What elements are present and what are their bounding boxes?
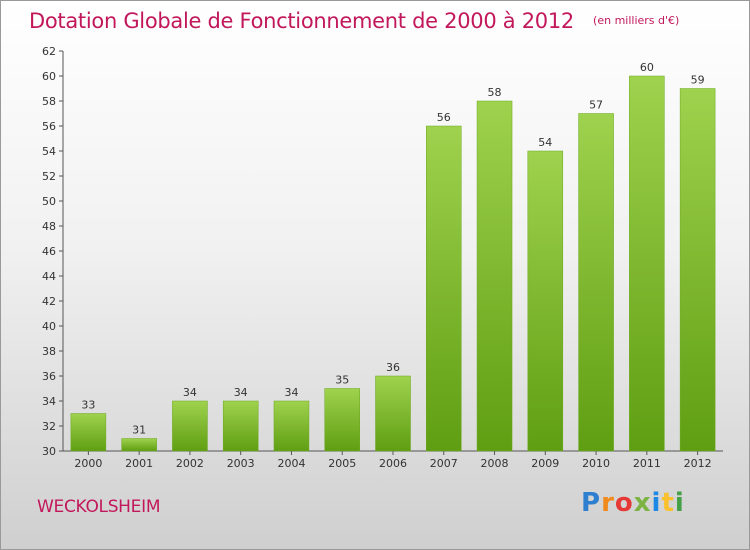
x-tick-label: 2012 [684, 457, 712, 470]
y-tick-label: 48 [42, 220, 56, 233]
x-tick-label: 2006 [379, 457, 407, 470]
bar-2009 [527, 150, 564, 452]
y-tick-label: 30 [42, 445, 56, 458]
data-label: 59 [691, 74, 705, 87]
x-tick-label: 2011 [633, 457, 661, 470]
logo-letter: x [633, 488, 652, 518]
chart-title: Dotation Globale de Fonctionnement de 20… [29, 9, 574, 33]
y-tick-label: 32 [42, 420, 56, 433]
logo-letter: r [601, 488, 615, 518]
commune-name: WECKOLSHEIM [37, 497, 161, 517]
bar-2008 [476, 100, 513, 452]
x-tick-label: 2000 [74, 457, 102, 470]
data-label: 56 [437, 111, 451, 124]
y-tick-label: 40 [42, 320, 56, 333]
data-label: 34 [183, 386, 197, 399]
data-label: 60 [640, 61, 654, 74]
x-tick-label: 2001 [125, 457, 153, 470]
data-label: 33 [81, 399, 95, 412]
y-tick-label: 52 [42, 170, 56, 183]
bar-2001 [121, 438, 157, 452]
x-tick-label: 2010 [582, 457, 610, 470]
y-tick-label: 44 [42, 270, 56, 283]
data-label: 54 [538, 136, 552, 149]
y-tick-label: 34 [42, 395, 56, 408]
title-block: Dotation Globale de Fonctionnement de 20… [29, 9, 679, 33]
bar-2006 [375, 375, 411, 452]
x-tick-label: 2002 [176, 457, 204, 470]
chart-unit-note: (en milliers d'€) [593, 14, 680, 27]
y-tick-label: 38 [42, 345, 56, 358]
x-tick-label: 2007 [430, 457, 458, 470]
logo-letter: i [651, 488, 662, 518]
logo-letter: o [614, 488, 634, 518]
bar-2004 [273, 400, 310, 452]
bar-2010 [578, 113, 614, 452]
bar-2000 [70, 413, 107, 452]
y-tick-label: 62 [42, 45, 56, 58]
y-tick-label: 60 [42, 70, 56, 83]
x-tick-label: 2008 [481, 457, 509, 470]
data-label: 34 [284, 386, 298, 399]
y-tick-label: 54 [42, 145, 56, 158]
y-tick-label: 46 [42, 245, 56, 258]
logo-letter: i [674, 488, 685, 518]
x-tick-label: 2009 [531, 457, 559, 470]
bar-2012 [679, 88, 716, 452]
bar-2003 [222, 400, 259, 452]
x-tick-label: 2003 [227, 457, 255, 470]
logo-letter: P [581, 488, 602, 518]
data-label: 31 [132, 424, 146, 437]
bar-2002 [172, 400, 208, 452]
data-label: 34 [234, 386, 248, 399]
data-label: 57 [589, 99, 603, 112]
bar-2011 [629, 75, 665, 452]
y-tick-label: 36 [42, 370, 56, 383]
data-label: 35 [335, 374, 349, 387]
bar-2005 [324, 388, 360, 452]
y-tick-label: 56 [42, 120, 56, 133]
x-tick-label: 2005 [328, 457, 356, 470]
y-tick-label: 58 [42, 95, 56, 108]
y-tick-label: 50 [42, 195, 56, 208]
data-label: 58 [488, 86, 502, 99]
proxiti-logo: Proxiti [581, 488, 685, 518]
x-tick-label: 2004 [277, 457, 305, 470]
data-label: 36 [386, 361, 400, 374]
logo-letter: t [661, 488, 675, 518]
y-tick-label: 42 [42, 295, 56, 308]
bar-2007 [426, 125, 462, 452]
